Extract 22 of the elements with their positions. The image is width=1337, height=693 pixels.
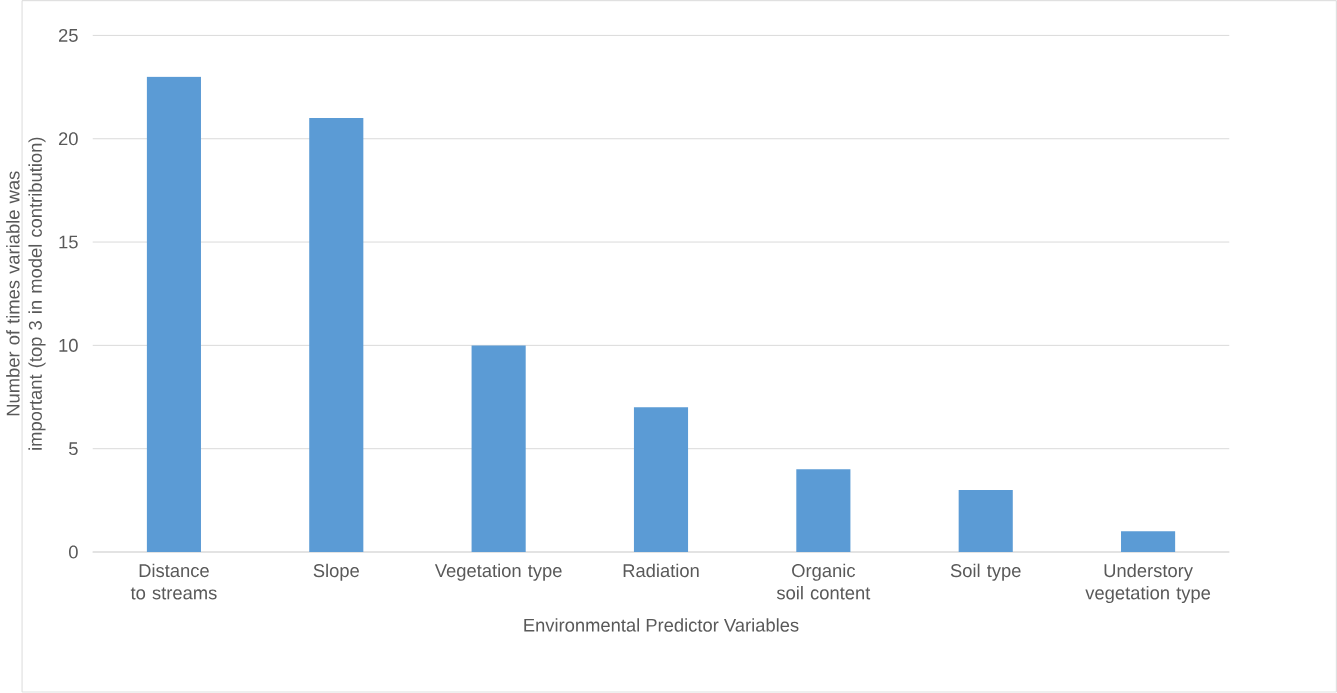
y-tick-label: 5 — [69, 442, 78, 456]
bar — [633, 407, 689, 553]
y-tick-label: 20 — [58, 132, 78, 146]
y-tick-label: 10 — [59, 338, 78, 353]
bar — [146, 76, 201, 553]
bar — [796, 469, 851, 553]
bar — [471, 345, 526, 553]
bar — [958, 490, 1013, 553]
y-tick-label: 0 — [68, 545, 78, 559]
x-tick-label: Vegetation type — [434, 563, 562, 581]
y-tick-label: 25 — [58, 29, 78, 43]
x-tick-label: Slope — [313, 563, 359, 581]
bar — [309, 118, 364, 553]
x-tick-label: Distance to streams — [130, 563, 217, 600]
y-axis-title: Number of times variable was important (top 3 in model contribution) — [6, 137, 46, 450]
x-tick-label: Understory vegetation type — [1085, 563, 1211, 604]
x-axis-title: Environmental Predictor Variables — [524, 618, 799, 632]
y-tick-label: 15 — [59, 235, 78, 249]
x-tick-label: Organic soil content — [776, 563, 871, 600]
x-tick-label: Soil type — [950, 563, 1021, 581]
bar — [1121, 531, 1176, 553]
x-tick-label: Radiation — [623, 563, 699, 578]
